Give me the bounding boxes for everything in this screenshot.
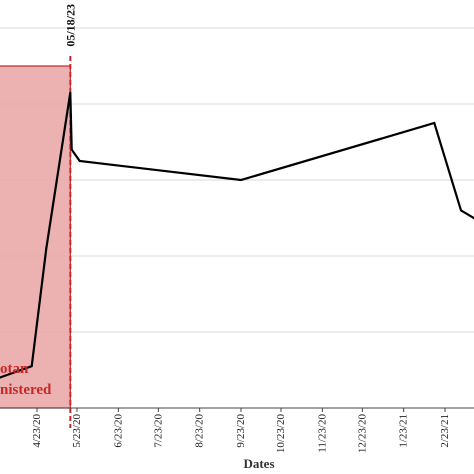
x-tick-label: 3/23/20	[0, 414, 2, 448]
x-tick-label: 7/23/20	[152, 414, 164, 448]
data-point	[240, 179, 242, 181]
x-tick-label: 1/23/21	[398, 414, 410, 448]
data-point	[45, 247, 48, 250]
x-tick-label: 8/23/20	[194, 414, 206, 448]
annotation-text-line-1: otan	[0, 361, 29, 377]
data-point	[433, 122, 436, 124]
annotation-date-label: 05/18/23	[63, 4, 77, 47]
data-point	[78, 160, 81, 162]
x-tick-label: 10/23/20	[275, 414, 287, 454]
series-line	[0, 92, 474, 379]
x-tick-label: 11/23/20	[316, 414, 328, 453]
data-point	[30, 365, 33, 368]
data-point	[69, 91, 72, 94]
x-tick-group: 3/23/20 4/23/20 5/23/20 6/23/20 7/23/20 8/23/…	[0, 408, 451, 454]
data-point	[0, 376, 1, 379]
data-point	[460, 209, 462, 212]
data-point	[70, 148, 73, 151]
x-tick-label: 6/23/20	[112, 414, 124, 448]
treatment-period-shade	[0, 65, 71, 409]
annotation-text-line-2: nistered	[0, 382, 52, 398]
x-tick-label: 4/23/20	[31, 414, 43, 448]
x-tick-label: 5/23/20	[71, 414, 83, 448]
x-axis-title: Dates	[243, 456, 274, 471]
x-tick-label: 12/23/20	[356, 414, 368, 454]
x-tick-label: 9/23/20	[235, 414, 247, 448]
series-group	[0, 91, 474, 379]
x-tick-label: 2/23/21	[439, 414, 451, 448]
